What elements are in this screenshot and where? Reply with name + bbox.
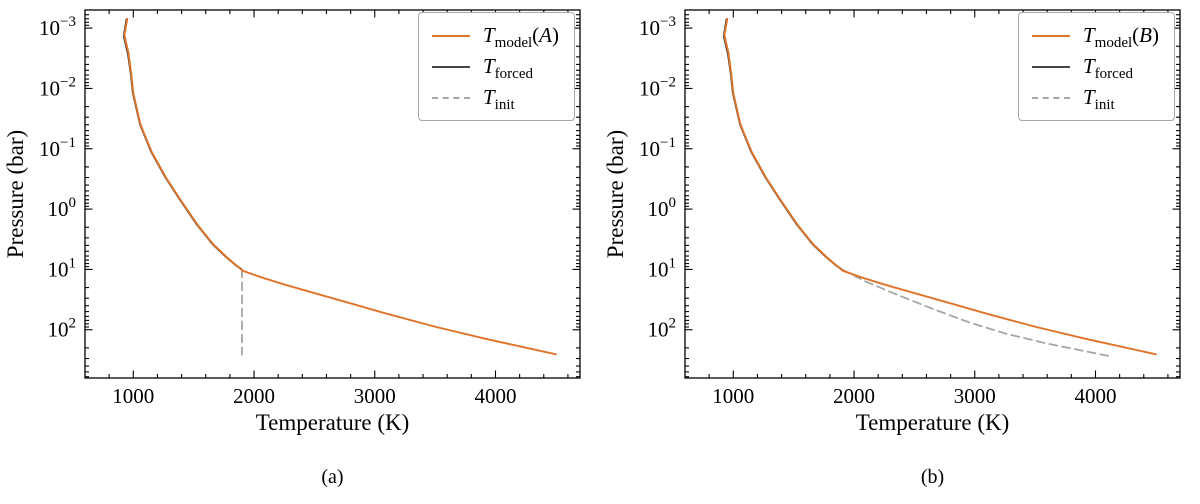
x-tick-label: 4000 (1074, 384, 1116, 408)
legend-entry-T_forced: Tforced (431, 51, 559, 83)
x-tick-label: 1000 (112, 384, 154, 408)
series-T_forced (122, 18, 243, 271)
legend-line-sample (431, 96, 470, 99)
legend-line-sample (431, 65, 470, 68)
y-tick-label: 100 (48, 195, 77, 221)
y-tick-label: 10−1 (39, 135, 76, 161)
legend-line-sample (1031, 65, 1070, 68)
y-tick-label: 101 (48, 255, 77, 281)
y-tick-label: 10−2 (39, 74, 76, 100)
plot-area-a: 1000 2000 3000 4000 10−3 10−2 10−1 100 101 102 (39, 9, 581, 408)
legend-entry-T_model_A: Tmodel(A) (431, 20, 559, 52)
legend-line-sample (431, 34, 470, 37)
series-T_model_B (723, 17, 1157, 356)
x-axis-label-a: Temperature (K) (255, 410, 410, 435)
legend-line-sample (1031, 96, 1070, 99)
y-tick-label: 100 (648, 195, 677, 221)
series-T_model_A (123, 17, 557, 356)
y-axis-label-a: Pressure (bar) (3, 129, 28, 259)
x-tick-label: 2000 (233, 384, 275, 408)
legend-b: Tmodel(B) Tforced Tinit (1017, 12, 1175, 121)
legend-a: Tmodel(A) Tforced Tinit (417, 12, 575, 121)
y-tick-label: 102 (648, 316, 677, 342)
legend-entry-T_forced: Tforced (1031, 51, 1159, 83)
x-tick-label: 1000 (712, 384, 754, 408)
panel-caption-b: (b) (920, 466, 945, 488)
y-axis-label-b: Pressure (bar) (603, 129, 628, 259)
x-tick-label: 2000 (833, 384, 875, 408)
legend-label: Tforced (1082, 54, 1133, 83)
legend-label: Tinit (1082, 85, 1115, 114)
panel-a: 1000 2000 3000 4000 10−3 10−2 10−1 100 101 102 Pr… (3, 9, 581, 488)
series-T_forced (722, 18, 843, 271)
x-tick-label: 4000 (474, 384, 516, 408)
x-tick-label: 3000 (954, 384, 996, 408)
plot-frame (684, 9, 1181, 379)
legend-label: Tinit (482, 85, 515, 114)
legend-entry-T_init: Tinit (1031, 82, 1159, 114)
legend-label: Tforced (482, 54, 533, 83)
legend-label: Tmodel(A) (482, 23, 559, 52)
panel-caption-a: (a) (321, 466, 344, 488)
y-tick-label: 101 (648, 255, 677, 281)
legend-entry-T_model_B: Tmodel(B) (1031, 20, 1159, 52)
y-tick-label: 102 (48, 316, 77, 342)
y-tick-label: 10−1 (639, 135, 676, 161)
axes: 1000 2000 3000 4000 10−3 10−2 10−1 100 101 102 (39, 9, 581, 408)
plot-frame (84, 9, 581, 379)
panel-b: 1000 2000 3000 4000 10−3 10−2 10−1 100 101 102 Pr… (600, 0, 1200, 504)
x-tick-label: 3000 (354, 384, 396, 408)
legend-line-sample (1031, 34, 1070, 37)
legend-entry-T_init: Tinit (431, 82, 559, 114)
x-axis-label-b: Temperature (K) (855, 410, 1010, 435)
series-T_init (841, 268, 1111, 358)
axes: 1000 2000 3000 4000 10−3 10−2 10−1 100 101 102 (639, 9, 1181, 408)
y-tick-label: 10−3 (639, 14, 676, 40)
legend-label: Tmodel(B) (1082, 23, 1159, 52)
y-tick-label: 10−3 (39, 14, 76, 40)
y-tick-label: 10−2 (639, 74, 676, 100)
plot-area-b: 1000 2000 3000 4000 10−3 10−2 10−1 100 101 102 (639, 9, 1181, 408)
